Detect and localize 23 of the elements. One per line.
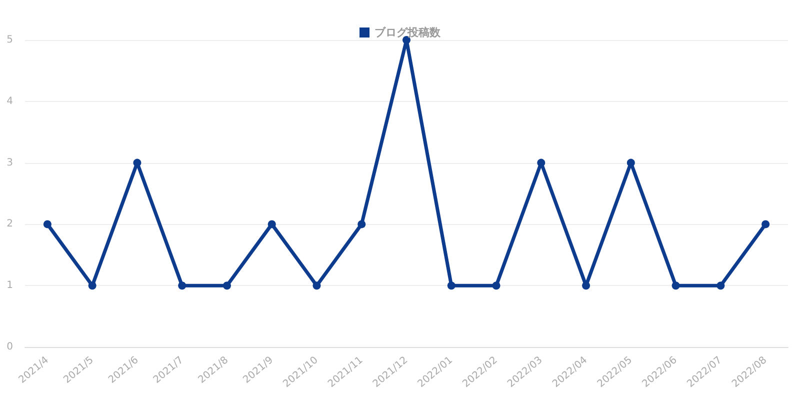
point (762, 220, 770, 228)
point (716, 282, 725, 290)
y-tick-label: 5 (6, 34, 13, 46)
point (537, 158, 546, 167)
y-tick-label: 4 (6, 96, 13, 107)
y-tick-label: 0 (6, 342, 13, 352)
point (582, 282, 590, 290)
point (222, 282, 231, 290)
point (492, 282, 500, 290)
legend-label: ブログ投稿数 (374, 26, 442, 39)
point (358, 220, 366, 228)
point (133, 158, 142, 167)
point (178, 282, 186, 290)
y-tick-label: 3 (6, 157, 13, 168)
y-tick-label: 2 (6, 218, 13, 230)
point (447, 282, 456, 290)
point (312, 282, 321, 290)
point (43, 220, 52, 228)
y-tick-label: 1 (6, 280, 13, 292)
point (88, 282, 96, 290)
point (672, 282, 680, 290)
point (626, 158, 635, 167)
point (268, 220, 276, 228)
